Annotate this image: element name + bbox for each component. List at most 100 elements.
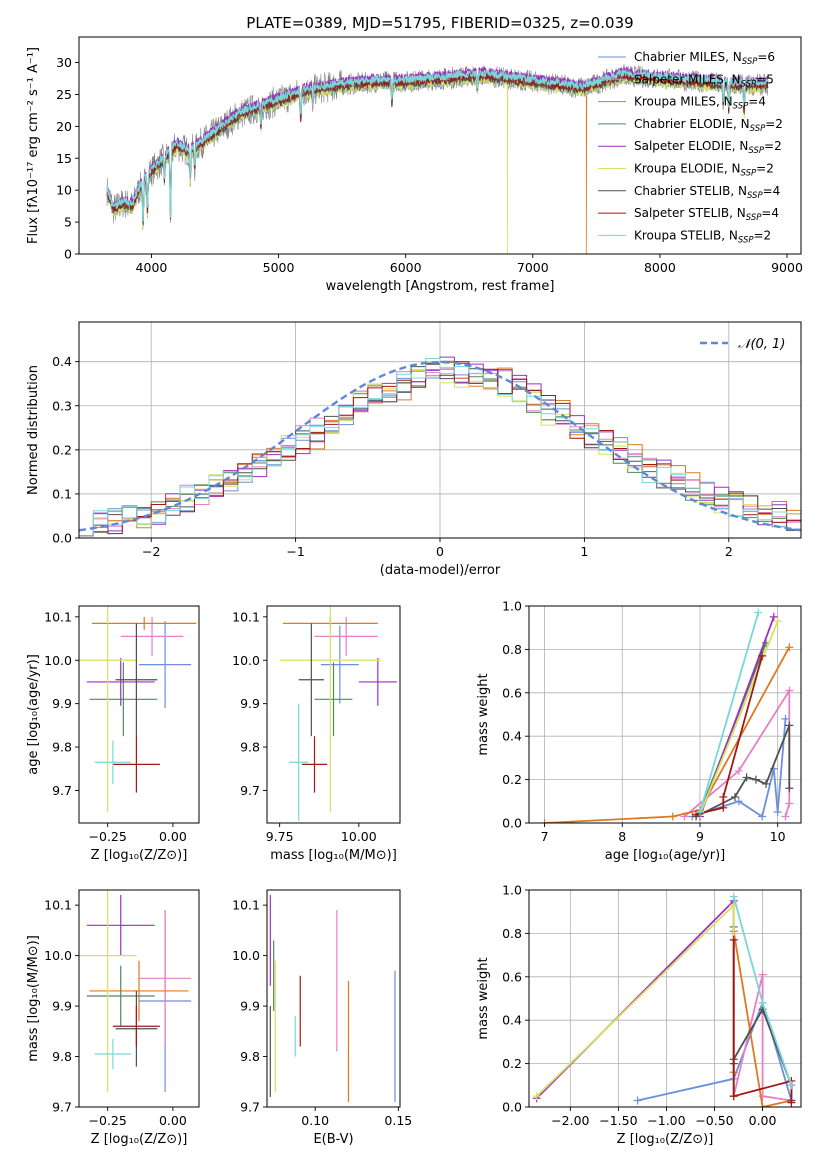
y-tick-label: 9.9 xyxy=(52,696,72,711)
x-tick-label: 10.00 xyxy=(341,829,377,844)
x-tick-label: 10 xyxy=(770,829,786,844)
legend-entry: Kroupa STELIB, NSSP=2 xyxy=(598,228,771,245)
errorbar-point xyxy=(94,1038,132,1070)
legend-entry: Salpeter ELODIE, NSSP=2 xyxy=(598,139,782,156)
y-tick-label: 10.0 xyxy=(232,948,260,963)
legend-label: Chabrier STELIB, NSSP=4 xyxy=(634,184,780,201)
x-tick-label: −1 xyxy=(286,544,304,559)
y-axis-label: mass weight xyxy=(476,957,491,1039)
x-tick-label: 8000 xyxy=(644,260,676,275)
y-tick-label: 0.8 xyxy=(502,642,522,657)
x-tick-label: −0.25 xyxy=(89,1113,127,1128)
x-tick-label: 4000 xyxy=(136,260,168,275)
x-tick-label: −1.50 xyxy=(599,1113,637,1128)
plot-area-mass_vs_Z xyxy=(79,890,192,1092)
weight-marker xyxy=(734,766,743,775)
weight-marker xyxy=(773,617,782,626)
errorbar-point xyxy=(314,662,353,737)
y-tick-label: 30 xyxy=(56,55,72,70)
plot-area-spectrum xyxy=(106,64,769,254)
y-tick-label: 20 xyxy=(56,119,72,134)
weight-marker xyxy=(787,1098,796,1107)
errorbar-point xyxy=(139,621,192,708)
y-tick-label: 0.4 xyxy=(502,1013,522,1028)
chart-mass_vs_ebv: 0.10 0.15 9.7 9.8 9.9 10.0 10.1 E(B-V) xyxy=(232,889,412,1147)
y-tick-label: 9.7 xyxy=(240,1100,260,1115)
weight-line xyxy=(699,620,779,815)
weight-marker xyxy=(758,1092,767,1101)
weight-marker xyxy=(729,1092,738,1101)
normal-reference-curve xyxy=(79,360,801,532)
legend-entry: Kroupa ELODIE, NSSP=2 xyxy=(598,162,774,179)
y-tick-label: 9.9 xyxy=(52,999,72,1014)
legend-label: Kroupa STELIB, NSSP=2 xyxy=(634,228,771,245)
chart-age_vs_mass: 9.75 10.00 9.7 9.8 9.9 10.0 10.1 mass [log₁₀(M/… xyxy=(232,605,401,863)
y-axis-label: mass weight xyxy=(476,673,491,755)
legend-entry: Chabrier ELODIE, NSSP=2 xyxy=(598,117,783,134)
legend-entry: Chabrier STELIB, NSSP=4 xyxy=(598,184,780,201)
y-tick-label: 10.1 xyxy=(44,609,72,624)
weight-marker xyxy=(719,803,728,812)
x-tick-label: 1 xyxy=(580,544,588,559)
errorbar-point xyxy=(320,625,359,704)
x-axis-label: E(B-V) xyxy=(313,1132,353,1147)
weight-marker xyxy=(540,819,549,823)
y-tick-label: 15 xyxy=(56,151,72,166)
y-axis-label: age [log₁₀(age/yr)] xyxy=(26,654,41,775)
errorbar-point xyxy=(139,912,192,1044)
weight-marker xyxy=(532,1092,541,1101)
y-tick-label: 10.0 xyxy=(232,653,260,668)
weight-line xyxy=(544,646,791,823)
y-tick-label: 0.6 xyxy=(502,685,522,700)
plot-area-age_vs_Z xyxy=(79,606,197,813)
x-axis-label: mass [log₁₀(M/M⊙)] xyxy=(270,848,397,863)
x-tick-label: −2 xyxy=(142,544,160,559)
errorbar-point xyxy=(112,1006,160,1047)
y-tick-label: 9.7 xyxy=(52,783,72,798)
y-tick-label: 0 xyxy=(64,247,72,262)
axes-frame xyxy=(266,889,401,1108)
errorbar-point xyxy=(94,740,132,784)
weight-line xyxy=(699,612,760,813)
x-tick-label: 0.00 xyxy=(159,829,187,844)
y-tick-label: 5 xyxy=(64,215,72,230)
x-tick-label: 7000 xyxy=(517,260,549,275)
weight-marker xyxy=(758,970,767,979)
x-tick-label: −0.25 xyxy=(89,829,127,844)
y-axis-label: Flux [fλ10⁻¹⁷ erg cm⁻² s⁻¹ A⁻¹] xyxy=(26,47,41,244)
x-tick-label: 8 xyxy=(618,829,626,844)
plot-area-mass_vs_ebv xyxy=(269,895,396,1102)
errorbar-point xyxy=(298,623,324,737)
y-tick-label: 25 xyxy=(56,87,72,102)
axes-frame xyxy=(78,889,200,1108)
legend-label: Kroupa ELODIE, NSSP=2 xyxy=(634,162,774,179)
chart-weight_vs_age: 7 8 9 10 0.0 0.2 0.4 0.6 0.8 1.0 age [log₁₀(age/yr… xyxy=(476,599,802,863)
errorbar-point xyxy=(314,616,378,656)
legend-entry: Kroupa MILES, NSSP=4 xyxy=(598,95,766,112)
weight-line xyxy=(536,903,735,1097)
y-axis-label: Normed distribution xyxy=(26,365,41,495)
x-tick-label: −0.50 xyxy=(695,1113,733,1128)
y-tick-label: 0.4 xyxy=(52,354,72,369)
weight-marker xyxy=(762,779,771,788)
y-tick-label: 9.7 xyxy=(240,783,260,798)
y-tick-label: 10.0 xyxy=(44,653,72,668)
weight-marker xyxy=(729,892,738,901)
y-tick-label: 10.1 xyxy=(232,898,260,913)
weight-marker xyxy=(734,797,743,806)
weight-marker xyxy=(695,808,704,817)
y-tick-label: 9.8 xyxy=(240,1049,260,1064)
weight-line xyxy=(637,999,793,1102)
errorbar-point xyxy=(301,736,328,793)
weight-line xyxy=(732,939,793,1103)
y-tick-label: 0.0 xyxy=(502,816,522,831)
legend-label: Chabrier ELODIE, NSSP=2 xyxy=(634,117,783,134)
y-tick-label: 0.2 xyxy=(52,442,72,457)
x-axis-label: wavelength [Angstrom, rest frame] xyxy=(326,279,555,294)
x-axis-label: Z [log₁₀(Z/Z⊙)] xyxy=(91,1132,188,1147)
y-tick-label: 0.3 xyxy=(52,398,72,413)
legend-entry: Salpeter MILES, NSSP=5 xyxy=(598,72,774,89)
chart-age_vs_Z: −0.25 0.00 9.7 9.8 9.9 10.0 10.1 Z [log₁₀(Z/Z⊙)… xyxy=(26,605,200,863)
weight-marker xyxy=(758,998,767,1007)
